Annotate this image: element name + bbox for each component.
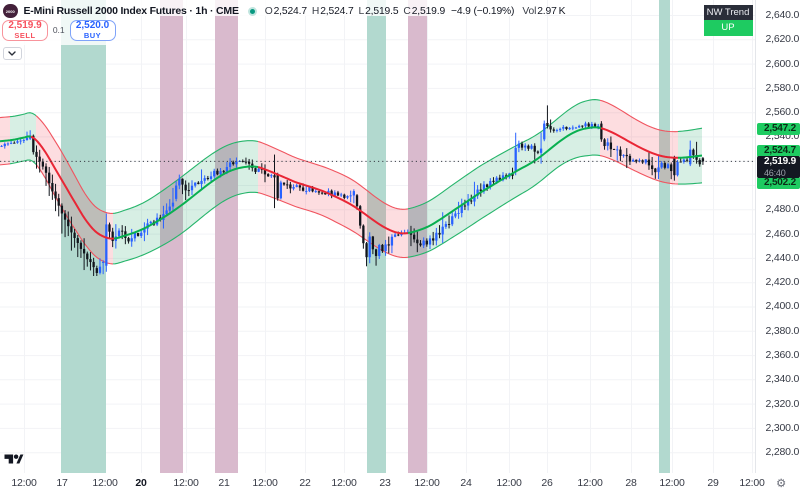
close-value: 2,519.9: [411, 5, 446, 17]
low-value: 2,519.5: [365, 5, 399, 17]
expand-trade-panel-button[interactable]: [3, 47, 22, 60]
price-tick-label: 2,640.0: [765, 9, 800, 21]
time-tick-label: 21: [218, 476, 230, 489]
sell-button[interactable]: 2,519.9 SELL: [2, 20, 48, 41]
sell-label: SELL: [14, 31, 36, 41]
volume-label: Vol: [522, 5, 537, 17]
time-tick-label: 12:00: [173, 476, 199, 489]
time-tick-label: 12:00: [659, 476, 685, 489]
high-value: 2,524.7: [320, 5, 354, 17]
time-tick-label: 12:00: [496, 476, 522, 489]
open-label: O: [264, 5, 273, 17]
sell-price: 2,519.9: [8, 19, 42, 31]
buy-button[interactable]: 2,520.0 BUY: [69, 19, 116, 41]
last-price-badge: 2,519.9 46:40: [757, 155, 800, 178]
chevron-down-icon: [8, 51, 16, 56]
gear-icon[interactable]: ⚙: [776, 477, 787, 490]
indicator-price-badge: 2,524.7: [757, 144, 800, 158]
time-tick-label: 12:00: [414, 476, 440, 489]
time-tick-label: 29: [707, 476, 719, 489]
price-tick-label: 2,300.0: [765, 421, 800, 434]
symbol-legend: 2000 E-Mini Russell 2000 Index Futures ·…: [3, 3, 565, 19]
legend-backdrop: [0, 0, 545, 16]
price-tick-label: 2,360.0: [765, 349, 800, 362]
time-tick-label: 23: [379, 476, 391, 489]
time-tick-label: 12:00: [331, 476, 357, 489]
price-tick-label: 2,440.0: [765, 251, 800, 264]
close-label: C: [403, 5, 411, 17]
volume-value: 2.97 K: [537, 5, 566, 17]
symbol-logo: 2000: [3, 3, 18, 19]
time-tick-label: 12:00: [92, 476, 118, 489]
price-tick-label: 2,560.0: [765, 106, 800, 119]
buy-label: BUY: [83, 31, 102, 41]
price-tick-label: 2,280.0: [765, 446, 800, 459]
price-tick-label: 2,420.0: [765, 276, 800, 289]
time-tick-label: 12:00: [11, 476, 37, 489]
time-tick-label: 22: [299, 476, 311, 489]
change-value: −4.9 (−0.19%): [451, 5, 515, 17]
nw-trend-state-badge: UP: [703, 20, 753, 37]
nw-trend-title: NW Trend: [703, 4, 753, 21]
indicator-price-badge: 2,502.2: [757, 176, 800, 190]
time-axis[interactable]: ⚙ 12:00 17 12:00 20 12:00 21 12:00 22 12:00 23 12:…: [0, 473, 800, 491]
time-tick-label: 24: [460, 476, 472, 489]
time-tick-label: 26: [541, 476, 553, 489]
price-tick-label: 2,400.0: [765, 300, 800, 313]
price-tick-label: 2,460.0: [765, 227, 800, 240]
time-tick-label: 12:00: [739, 476, 765, 489]
price-tick-label: 2,340.0: [765, 373, 800, 386]
price-axis[interactable]: 2,640.0 2,620.0 2,600.0 2,580.0 2,560.0 2,540…: [755, 0, 800, 473]
price-tick-label: 2,620.0: [765, 33, 800, 46]
spread-value: 0.1: [52, 25, 65, 36]
tradingview-logo[interactable]: [4, 454, 24, 464]
market-status-dot[interactable]: [247, 6, 257, 16]
nw-trend-widget[interactable]: NW Trend UP: [703, 4, 753, 37]
trade-panel: 2,519.9 SELL 0.1 2,520.0 BUY: [2, 20, 116, 41]
open-value: 2,524.7: [273, 5, 307, 17]
low-label: L: [358, 5, 365, 17]
price-tick-label: 2,480.0: [765, 203, 800, 216]
price-tick-label: 2,580.0: [765, 81, 800, 94]
time-tick-label: 17: [56, 476, 68, 489]
time-tick-label: 12:00: [252, 476, 278, 489]
ohlc-values: O 2,524.7 H 2,524.7 L 2,519.5 C 2,519.9 −4.9…: [265, 6, 566, 17]
price-tick-label: 2,380.0: [765, 324, 800, 337]
price-tick-label: 2,320.0: [765, 397, 800, 410]
indicator-price-badge: 2,547.2: [757, 122, 800, 136]
symbol-title[interactable]: E-Mini Russell 2000 Index Futures · 1h ·…: [23, 5, 239, 17]
time-tick-label: 20: [135, 476, 147, 489]
last-price-value: 2,519.9: [764, 156, 796, 167]
bar-countdown: 46:40: [764, 167, 786, 178]
time-tick-label: 12:00: [577, 476, 603, 489]
buy-price: 2,520.0: [75, 19, 110, 31]
time-tick-label: 28: [625, 476, 637, 489]
high-label: H: [311, 5, 320, 17]
price-tick-label: 2,600.0: [765, 57, 800, 70]
